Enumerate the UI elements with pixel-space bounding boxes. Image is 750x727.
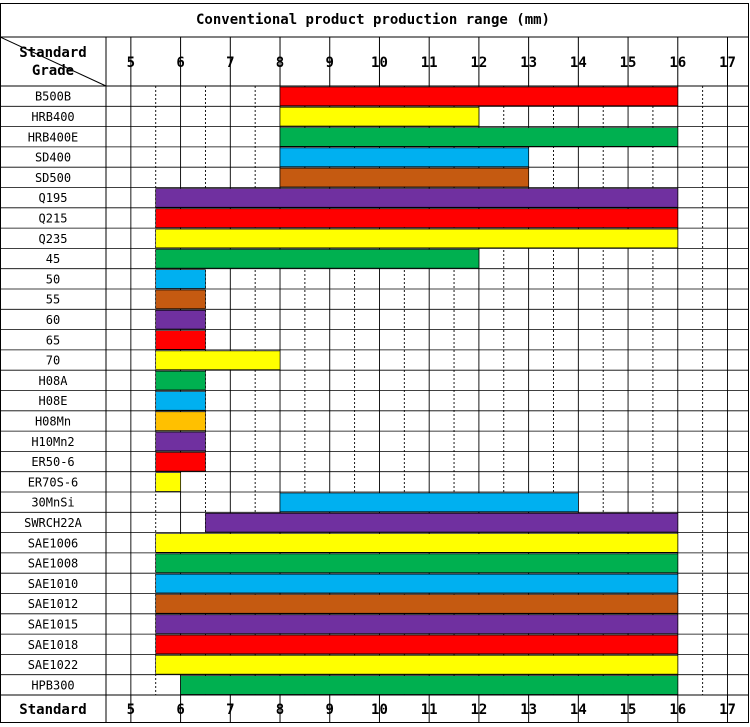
range-bar: [155, 431, 206, 452]
grid-layer: [0, 3, 749, 723]
footer-label: Standard: [19, 702, 86, 718]
grade-label: 30MnSi: [31, 496, 74, 510]
footer-tick-label: 11: [421, 702, 438, 718]
range-bar: [279, 127, 679, 147]
grade-label: SAE1010: [28, 577, 79, 591]
grade-label: H08A: [39, 374, 69, 388]
header-tick-label: 17: [719, 55, 736, 71]
header-tick-label: 14: [570, 55, 587, 71]
corner-label-standard: Standard: [19, 45, 86, 61]
footer-tick-label: 5: [127, 702, 135, 718]
grade-label: 65: [46, 333, 60, 347]
range-bar: [155, 289, 206, 310]
grade-label: 70: [46, 354, 60, 368]
range-bar: [155, 208, 679, 228]
header-tick-label: 16: [669, 55, 686, 71]
range-bar: [279, 492, 579, 513]
range-bar: [155, 411, 206, 431]
chart-title: Conventional product production range (m…: [196, 12, 550, 28]
bar-layer: [155, 86, 679, 695]
range-bar: [279, 86, 679, 107]
range-bar: [155, 188, 679, 208]
range-bar: [155, 655, 679, 675]
corner-diagonal: [0, 36, 107, 87]
outer-frame: [0, 3, 749, 723]
footer-tick-label: 13: [520, 702, 537, 718]
header-tick-label: 9: [326, 55, 334, 71]
range-bar: [155, 573, 679, 594]
grade-label: SAE1012: [28, 597, 79, 611]
grade-label: SAE1006: [28, 536, 79, 550]
footer-tick-label: 9: [326, 702, 334, 718]
footer-tick-label: 16: [669, 702, 686, 718]
grade-label: SAE1008: [28, 557, 79, 571]
range-bar: [155, 472, 181, 492]
range-bar: [155, 228, 679, 249]
grade-label: H08E: [39, 394, 68, 408]
grade-label: 55: [46, 293, 60, 307]
header-tick-label: 7: [226, 55, 234, 71]
grade-label: HRB400: [31, 110, 74, 124]
range-bar: [279, 107, 480, 127]
grade-label: 45: [46, 252, 60, 266]
grade-label: SD500: [35, 171, 71, 185]
range-bar: [155, 614, 679, 634]
grade-label: H10Mn2: [31, 435, 74, 449]
grade-label: ER70S-6: [28, 475, 79, 489]
footer-tick-label: 7: [226, 702, 234, 718]
footer-tick-label: 14: [570, 702, 587, 718]
range-bar: [155, 249, 480, 269]
footer-tick-label: 17: [719, 702, 736, 718]
grade-label: 50: [46, 272, 60, 286]
grade-label: SAE1015: [28, 617, 79, 631]
range-bar: [155, 370, 206, 391]
header-tick-label: 6: [176, 55, 184, 71]
range-bar: [155, 553, 679, 573]
header-tick-label: 5: [127, 55, 135, 71]
grade-label: B500B: [35, 90, 71, 104]
header-tick-label: 12: [470, 55, 487, 71]
range-bar: [155, 594, 679, 614]
header-tick-label: 11: [421, 55, 438, 71]
grade-label: Q235: [39, 232, 68, 246]
header-tick-label: 8: [276, 55, 284, 71]
range-bar: [155, 452, 206, 472]
footer-tick-label: 6: [176, 702, 184, 718]
footer-tick-label: 15: [620, 702, 637, 718]
header-tick-label: 13: [520, 55, 537, 71]
grade-label: H08Mn: [35, 414, 71, 428]
range-bar: [205, 512, 679, 533]
corner-label-grade: Grade: [32, 63, 74, 79]
range-bar: [155, 634, 679, 655]
footer-tick-label: 8: [276, 702, 284, 718]
range-bar: [155, 391, 206, 411]
range-bar: [155, 269, 206, 289]
range-bar: [155, 330, 206, 350]
footer-tick-label: 12: [470, 702, 487, 718]
range-bar: [155, 309, 206, 330]
grade-label: ER50-6: [31, 455, 74, 469]
grade-label: HRB400E: [28, 130, 79, 144]
header-tick-label: 10: [371, 55, 388, 71]
grade-label: Q215: [39, 211, 68, 225]
range-bar: [155, 350, 281, 370]
range-bar: [180, 675, 679, 695]
grade-label: SAE1018: [28, 638, 79, 652]
grade-label: HPB300: [31, 678, 74, 692]
grade-label: SWRCH22A: [24, 516, 83, 530]
grade-label: Q195: [39, 191, 68, 205]
footer-tick-label: 10: [371, 702, 388, 718]
range-bar: [279, 167, 529, 188]
header-tick-label: 15: [620, 55, 637, 71]
grade-label: SD400: [35, 151, 71, 165]
grade-label: SAE1022: [28, 658, 79, 672]
range-bar: [279, 147, 529, 167]
range-bar: [155, 533, 679, 553]
text-layer: Conventional product production range (m…: [19, 12, 736, 718]
grade-label: 60: [46, 313, 60, 327]
